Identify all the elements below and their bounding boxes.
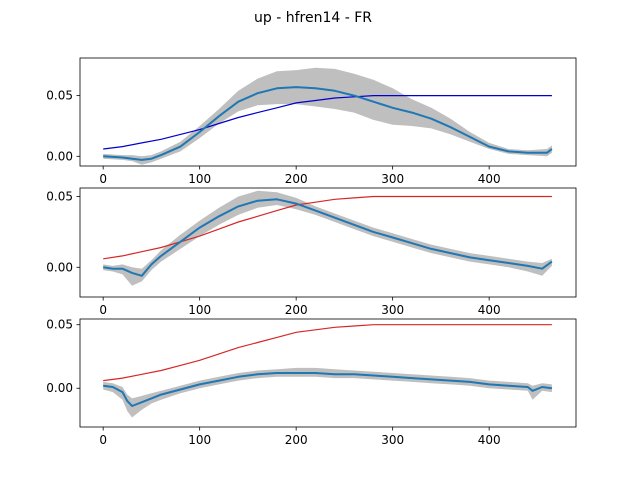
x-tick-label: 100 — [188, 433, 211, 447]
reference-line — [103, 324, 552, 382]
subplot-1: 0 100 200 300 400 0.00 0.05 — [46, 57, 577, 186]
plot-area — [103, 67, 553, 165]
mean-line — [103, 86, 553, 161]
plot-area — [103, 190, 553, 286]
x-tick-label: 400 — [478, 303, 501, 317]
x-tick-label: 0 — [99, 172, 107, 186]
subplots: 0 100 200 300 400 0.00 0.05 0 100 200 300 400 0.00 0.… — [46, 57, 577, 447]
mean-line — [103, 372, 553, 407]
x-tick-label: 100 — [188, 172, 211, 186]
x-tick-label: 200 — [285, 433, 308, 447]
figure-title: up - hfren14 - FR — [254, 10, 372, 26]
x-tick-label: 300 — [381, 303, 404, 317]
x-tick-label: 300 — [381, 172, 404, 186]
subplot-3: 0 100 200 300 400 0.00 0.05 — [46, 318, 577, 447]
x-tick-label: 400 — [478, 172, 501, 186]
reference-line — [103, 195, 552, 260]
y-tick-label: 0.00 — [46, 260, 73, 274]
axes-frame — [79, 318, 577, 428]
y-tick-label: 0.05 — [46, 89, 73, 103]
x-tick-label: 0 — [99, 433, 107, 447]
std-band — [103, 67, 552, 165]
y-tick-label: 0.00 — [46, 149, 73, 163]
x-tick-label: 200 — [285, 172, 308, 186]
axes-frame — [79, 187, 577, 298]
std-band — [103, 190, 552, 286]
reference-line — [103, 94, 552, 150]
x-tick-label: 300 — [381, 433, 404, 447]
x-tick-label: 200 — [285, 303, 308, 317]
x-tick-label: 0 — [99, 303, 107, 317]
axes-frame — [79, 57, 577, 167]
x-tick-label: 400 — [478, 433, 501, 447]
y-tick-label: 0.05 — [46, 189, 73, 203]
y-tick-label: 0.00 — [46, 381, 73, 395]
plot-area — [103, 324, 553, 418]
x-tick-label: 100 — [188, 303, 211, 317]
mean-line — [103, 198, 553, 277]
subplot-2: 0 100 200 300 400 0.00 0.05 — [46, 187, 577, 317]
y-tick-label: 0.05 — [46, 318, 73, 332]
